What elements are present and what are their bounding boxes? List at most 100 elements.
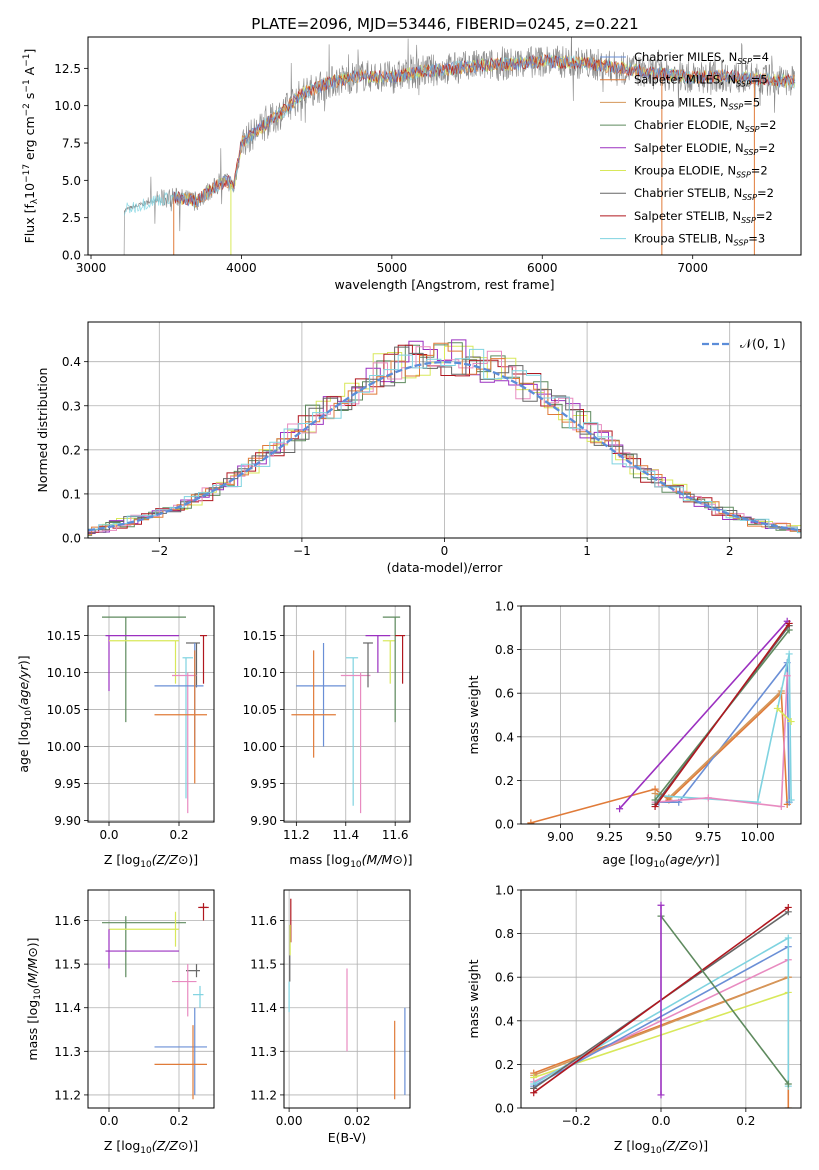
series-line — [660, 915, 789, 1085]
x-axis-label: age [log10(age/yr)] — [602, 852, 719, 870]
label-tail: ⊙)] — [688, 1138, 708, 1153]
massweight-vs-z-series — [530, 901, 792, 1108]
y-tick-label: 10.00 — [47, 740, 81, 754]
legend-subscript: SSP — [742, 193, 757, 202]
y-axis-label: Flux [fλ10−17 erg cm−2 s−1 A−1] — [22, 49, 40, 244]
series-marker — [665, 794, 673, 802]
x-tick-label: 0.02 — [344, 1114, 371, 1128]
massweight-vs-z-frame — [520, 889, 802, 1109]
series-line — [655, 675, 788, 808]
label-part: −2 — [22, 103, 32, 116]
series-marker — [704, 794, 712, 802]
legend-entry: Kroupa ELODIE, NSSP=2 — [634, 164, 768, 180]
x-axis-label: Z [log10(Z/Z⊙)] — [104, 1138, 198, 1156]
legend-text: Kroupa MILES, N — [634, 95, 729, 109]
massweight-vs-z-axes: −0.2 0.0 0.2 0.0 0.2 0.4 0.6 0.8 1.0 — [495, 884, 801, 1128]
label-tail: ⊙)] — [392, 852, 412, 867]
label-subscript: 10 — [350, 860, 362, 870]
series-line — [619, 620, 788, 810]
y-tick-label: 0.2 — [495, 1058, 514, 1072]
series-marker — [784, 934, 792, 942]
y-tick-label: 11.3 — [250, 1045, 277, 1059]
y-tick-label: 0.3 — [62, 399, 81, 413]
series-line — [658, 653, 792, 804]
series-marker — [785, 650, 793, 658]
mass-vs-ebv-points — [288, 898, 406, 1100]
x-tick-label: −1 — [293, 544, 311, 558]
label-part: ] — [22, 49, 37, 54]
residuals-frame — [87, 321, 802, 539]
y-axis-label: mass [log10(M/M⊙)] — [25, 937, 43, 1060]
y-tick-label: 0.0 — [62, 532, 81, 546]
x-axis-label: E(B-V) — [328, 1130, 367, 1145]
series-marker — [651, 803, 659, 811]
label-math: (age/yr — [665, 852, 711, 867]
y-tick-label: 9.90 — [250, 814, 277, 828]
legend-subscript: SSP — [741, 216, 756, 225]
x-tick-label: 9.25 — [596, 830, 623, 844]
label-text: age [log — [602, 852, 653, 867]
label-text: age [log — [16, 721, 31, 772]
legend-value: =2 — [751, 164, 768, 178]
y-tick-label: 0.0 — [495, 818, 514, 832]
spectrum-lines — [123, 37, 796, 255]
y-tick-label: 1.0 — [495, 884, 514, 898]
label-tail: )] — [710, 852, 720, 867]
y-tick-label: 9.95 — [250, 777, 277, 791]
y-tick-label: 11.2 — [54, 1088, 81, 1102]
label-part: s — [22, 93, 37, 104]
series-marker — [784, 903, 792, 911]
y-tick-label: 0.8 — [495, 927, 514, 941]
massweight-vs-age-frame — [520, 605, 802, 825]
mass-vs-ebv-axes: 0.00 0.02 11.2 11.3 11.4 11.5 11.6 — [250, 890, 410, 1128]
x-tick-label: 9.00 — [547, 830, 574, 844]
label-subscript: 10 — [654, 860, 666, 870]
label-part: A — [22, 66, 37, 79]
age-vs-mass-points — [291, 616, 406, 814]
y-tick-label: 5.0 — [62, 174, 81, 188]
label-subscript: 10 — [140, 1146, 152, 1156]
y-tick-label: 10.15 — [243, 629, 277, 643]
label-part: −1 — [22, 79, 32, 92]
x-tick-label: 0 — [441, 544, 449, 558]
label-part: −1 — [22, 54, 32, 67]
y-tick-label: 11.5 — [250, 958, 277, 972]
x-tick-label: −0.2 — [562, 1114, 591, 1128]
x-tick-label: 7000 — [677, 261, 708, 275]
label-part: λ — [30, 198, 40, 204]
series-marker — [527, 819, 535, 824]
series-marker — [784, 1080, 792, 1088]
label-math: (Z/Z — [662, 1138, 689, 1153]
massweight-vs-age-axes: 9.00 9.25 9.50 9.75 10.00 0.0 0.2 0.4 0.6 0.8 1.0 — [495, 600, 801, 844]
label-text: mass [log — [25, 1000, 40, 1061]
x-tick-label: 6000 — [527, 261, 558, 275]
legend-text: Salpeter MILES, N — [634, 73, 736, 87]
label-text: mass [log — [289, 852, 350, 867]
y-tick-label: 10.05 — [47, 703, 81, 717]
legend-subscript: SSP — [736, 171, 751, 180]
legend-subscript: SSP — [729, 102, 744, 111]
x-tick-label: 11.6 — [382, 828, 409, 842]
x-axis-label: (data-model)/error — [387, 560, 504, 575]
y-tick-label: 10.10 — [243, 666, 277, 680]
label-math: (Z/Z — [152, 1138, 179, 1153]
x-tick-label: 5000 — [377, 261, 408, 275]
label-text: Z [log — [104, 852, 140, 867]
label-text: Z [log — [614, 1138, 650, 1153]
label-math: (M/M — [362, 852, 393, 867]
legend-subscript: SSP — [745, 125, 760, 134]
age-vs-z-axes: 0.0 0.2 9.90 9.95 10.00 10.05 10.10 10.15 — [47, 606, 214, 842]
model-spectrum-line — [173, 54, 796, 208]
series-marker — [784, 1104, 792, 1108]
y-tick-label: 11.6 — [54, 914, 81, 928]
series-line — [654, 622, 790, 808]
legend-text: Chabrier STELIB, N — [634, 186, 742, 200]
x-axis-label: mass [log10(M/M⊙)] — [289, 852, 412, 870]
legend-subscript: SSP — [736, 80, 751, 89]
y-tick-label: 0.6 — [495, 971, 514, 985]
series-marker — [787, 718, 795, 726]
legend-text: Chabrier MILES, N — [634, 50, 737, 64]
series-marker — [651, 789, 659, 797]
